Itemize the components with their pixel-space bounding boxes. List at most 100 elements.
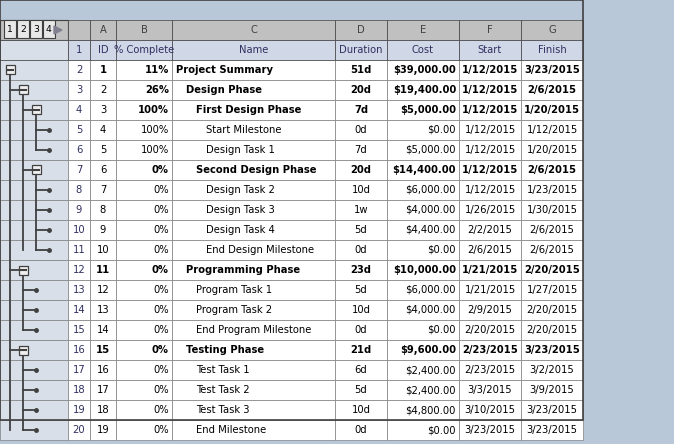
Bar (0, 300, 68, 320)
Text: 1/23/2015: 1/23/2015 (526, 185, 578, 195)
Bar (116, 80, 172, 100)
Bar (172, 40, 335, 60)
Bar (172, 300, 335, 320)
Text: 1: 1 (7, 25, 13, 35)
Bar (459, 100, 521, 120)
Bar (521, 60, 583, 80)
Text: E: E (420, 25, 426, 35)
Bar (172, 60, 335, 80)
Bar (0, 0, 583, 420)
Bar (116, 20, 172, 40)
Text: 3: 3 (76, 85, 82, 95)
Bar (172, 260, 335, 280)
Bar (90, 240, 116, 260)
Text: 10d: 10d (352, 305, 371, 315)
Bar (172, 240, 335, 260)
Bar (335, 160, 387, 180)
Bar (18, 266, 28, 274)
Text: $5,000.00: $5,000.00 (406, 145, 456, 155)
Text: 2/6/2015: 2/6/2015 (530, 225, 574, 235)
Text: A: A (100, 25, 106, 35)
Text: Name: Name (239, 45, 268, 55)
Bar (335, 220, 387, 240)
Text: Start: Start (478, 45, 502, 55)
Bar (459, 380, 521, 400)
Text: 2: 2 (20, 25, 26, 35)
Bar (0, 240, 68, 260)
Bar (521, 340, 583, 360)
Bar (387, 60, 459, 80)
Bar (521, 300, 583, 320)
Text: 3: 3 (100, 105, 106, 115)
Text: $4,800.00: $4,800.00 (406, 405, 456, 415)
Bar (335, 360, 387, 380)
Text: $4,000.00: $4,000.00 (406, 205, 456, 215)
Text: 8: 8 (76, 185, 82, 195)
Text: $14,400.00: $14,400.00 (392, 165, 456, 175)
Bar (68, 80, 90, 100)
Bar (68, 400, 90, 420)
Bar (68, 240, 90, 260)
Text: 1/12/2015: 1/12/2015 (526, 125, 578, 135)
Text: D: D (357, 25, 365, 35)
Bar (172, 220, 335, 240)
Bar (0, 120, 68, 140)
Text: Programming Phase: Programming Phase (186, 265, 300, 275)
Bar (387, 240, 459, 260)
Bar (68, 220, 90, 240)
Bar (116, 280, 172, 300)
Bar (116, 320, 172, 340)
Text: 11%: 11% (145, 65, 169, 75)
Bar (68, 160, 90, 180)
Text: 1/12/2015: 1/12/2015 (462, 165, 518, 175)
Bar (335, 80, 387, 100)
Bar (43, 20, 55, 38)
Bar (0, 160, 68, 180)
Bar (521, 260, 583, 280)
Bar (172, 380, 335, 400)
Bar (335, 140, 387, 160)
Bar (459, 180, 521, 200)
Text: 2/6/2015: 2/6/2015 (528, 165, 576, 175)
Text: 100%: 100% (141, 125, 169, 135)
Bar (116, 180, 172, 200)
Bar (0, 180, 68, 200)
Text: Test Task 2: Test Task 2 (196, 385, 249, 395)
Bar (521, 200, 583, 220)
Text: 0%: 0% (154, 305, 169, 315)
Bar (116, 160, 172, 180)
Text: 1/20/2015: 1/20/2015 (526, 145, 578, 155)
Bar (387, 200, 459, 220)
Bar (0, 340, 68, 360)
Bar (387, 400, 459, 420)
Text: 13: 13 (96, 305, 109, 315)
Text: 4: 4 (46, 25, 52, 35)
Text: 1/26/2015: 1/26/2015 (464, 205, 516, 215)
Text: 3/23/2015: 3/23/2015 (524, 345, 580, 355)
Bar (459, 340, 521, 360)
Text: 21d: 21d (350, 345, 371, 355)
Text: 20: 20 (73, 425, 86, 435)
Bar (387, 380, 459, 400)
Bar (32, 106, 40, 115)
Bar (521, 140, 583, 160)
Bar (521, 240, 583, 260)
Bar (18, 86, 28, 95)
Text: 20d: 20d (350, 85, 371, 95)
Text: 12: 12 (73, 265, 86, 275)
Text: 17: 17 (96, 385, 109, 395)
Bar (521, 160, 583, 180)
Text: $9,600.00: $9,600.00 (400, 345, 456, 355)
Bar (387, 280, 459, 300)
Text: 1: 1 (100, 65, 106, 75)
Text: 5d: 5d (355, 285, 367, 295)
Bar (90, 140, 116, 160)
Bar (17, 20, 29, 38)
Text: 0%: 0% (154, 325, 169, 335)
Bar (0, 40, 68, 60)
Bar (116, 240, 172, 260)
Text: $0.00: $0.00 (427, 245, 456, 255)
Bar (521, 80, 583, 100)
Bar (459, 20, 521, 40)
Text: 2/9/2015: 2/9/2015 (468, 305, 512, 315)
